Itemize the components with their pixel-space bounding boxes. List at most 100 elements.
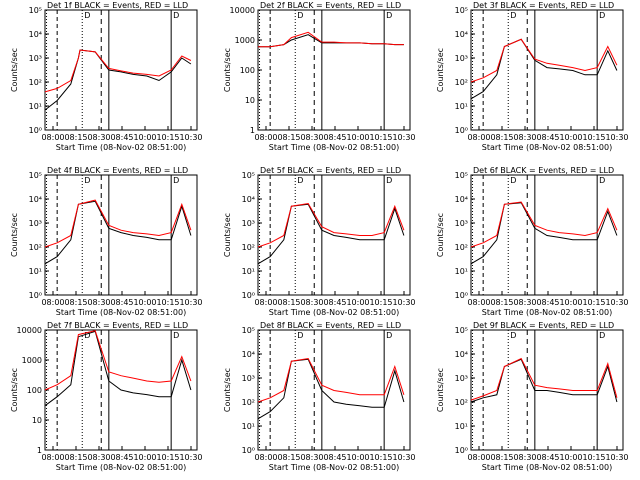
x-tick-label: 08:30 — [87, 298, 110, 307]
y-tick-label: 10⁵ — [29, 6, 42, 15]
y-tick-label: 10² — [29, 243, 42, 252]
interval-marker: D — [386, 11, 392, 20]
x-tick-label: 08:15 — [490, 133, 513, 142]
plot-frame — [44, 9, 198, 131]
x-tick-label: 08:30 — [300, 298, 323, 307]
interval-marker: D — [510, 11, 516, 20]
chart-panel-8: Det 8f BLACK = Events, RED = LLD 10⁰ 10¹ 10… — [223, 321, 416, 472]
x-tick-label: 08:45 — [110, 298, 133, 307]
y-tick-label: 1 — [250, 126, 255, 135]
chart-title: Det 5f BLACK = Events, RED = LLD — [260, 166, 401, 175]
plot-frame — [470, 174, 624, 296]
x-tick-label: 10:15 — [369, 453, 392, 462]
y-tick-label: 10⁴ — [455, 195, 468, 204]
chart-panel-9: Det 9f BLACK = Events, RED = LLD 10⁰ 10¹ 10… — [436, 321, 629, 472]
x-axis-label: Start Time (08-Nov-02 08:51:00) — [56, 463, 186, 472]
interval-marker: D — [386, 331, 392, 340]
series-events-line — [257, 358, 405, 420]
y-tick-label: 10⁰ — [455, 126, 468, 135]
x-tick-label: 08:45 — [323, 453, 346, 462]
series-events-line — [44, 49, 192, 111]
x-tick-label: 08:00 — [41, 133, 64, 142]
interval-marker: D — [173, 176, 179, 185]
x-tick-label: 10:15 — [156, 298, 179, 307]
chart-title: Det 6f BLACK = Events, RED = LLD — [473, 166, 614, 175]
chart-panel-5: Det 5f BLACK = Events, RED = LLD 10⁰ 10¹ 10… — [223, 166, 416, 317]
x-tick-label: 10:30 — [179, 133, 202, 142]
plot-frame — [257, 174, 411, 296]
x-tick-label: 08:15 — [490, 453, 513, 462]
y-tick-label: 10⁵ — [455, 326, 468, 335]
x-tick-label: 10:30 — [605, 453, 628, 462]
series-events-line — [257, 203, 405, 265]
chart-panel-3: Det 3f BLACK = Events, RED = LLD 10⁰ 10¹ 10… — [436, 1, 629, 152]
x-tick-label: 08:30 — [87, 133, 110, 142]
y-tick-label: 10³ — [29, 54, 42, 63]
chart-panel-4: Det 4f BLACK = Events, RED = LLD 10⁰ 10¹ 10… — [10, 166, 203, 317]
series-lld-line — [44, 199, 192, 248]
x-tick-label: 08:00 — [254, 453, 277, 462]
chart-panel-7: Det 7f BLACK = Events, RED = LLD 1 10 100 10… — [10, 321, 203, 472]
x-tick-label: 08:45 — [110, 133, 133, 142]
y-tick-label: 10⁵ — [242, 326, 255, 335]
y-tick-label: 10² — [242, 398, 255, 407]
y-tick-label: 10¹ — [455, 102, 468, 111]
x-tick-label: 10:30 — [179, 453, 202, 462]
y-tick-label: 10¹ — [242, 422, 255, 431]
y-axis-label: Counts/sec — [223, 48, 232, 92]
series-lld-line — [257, 202, 405, 248]
x-tick-label: 08:45 — [323, 133, 346, 142]
x-tick-label: 10:00 — [559, 133, 582, 142]
y-tick-label: 10¹ — [242, 267, 255, 276]
x-tick-label: 08:15 — [64, 133, 87, 142]
y-axis-label: Counts/sec — [436, 48, 445, 92]
chart-panel-2: Det 2f BLACK = Events, RED = LLD 1 10 100 10… — [223, 1, 416, 152]
x-tick-label: 08:00 — [467, 298, 490, 307]
x-tick-label: 10:00 — [346, 133, 369, 142]
y-tick-label: 10² — [455, 398, 468, 407]
x-tick-label: 08:30 — [513, 453, 536, 462]
interval-marker: D — [84, 176, 90, 185]
y-tick-label: 10³ — [242, 374, 255, 383]
y-tick-label: 10² — [455, 243, 468, 252]
x-tick-label: 08:45 — [536, 453, 559, 462]
y-axis-label: Counts/sec — [223, 213, 232, 257]
chart-panel-6: Det 6f BLACK = Events, RED = LLD 10⁰ 10¹ 10… — [436, 166, 629, 317]
x-axis-label: Start Time (08-Nov-02 08:51:00) — [269, 143, 399, 152]
plot-frame — [470, 329, 624, 451]
x-tick-label: 08:00 — [467, 133, 490, 142]
chart-title: Det 1f BLACK = Events, RED = LLD — [47, 1, 188, 10]
x-tick-label: 08:15 — [277, 133, 300, 142]
y-tick-label: 10⁵ — [29, 171, 42, 180]
y-axis-label: Counts/sec — [223, 368, 232, 412]
x-tick-label: 10:00 — [133, 298, 156, 307]
chart-title: Det 8f BLACK = Events, RED = LLD — [260, 321, 401, 330]
series-lld-line — [257, 357, 405, 403]
x-tick-label: 08:00 — [254, 133, 277, 142]
y-axis-label: Counts/sec — [10, 48, 19, 92]
chart-title: Det 2f BLACK = Events, RED = LLD — [260, 1, 401, 10]
x-tick-label: 08:00 — [467, 453, 490, 462]
y-tick-label: 10000 — [230, 6, 255, 15]
x-tick-label: 08:30 — [87, 453, 110, 462]
x-tick-label: 08:45 — [110, 453, 133, 462]
x-tick-label: 10:15 — [369, 298, 392, 307]
plot-frame — [470, 9, 624, 131]
series-events-line — [44, 330, 192, 407]
x-tick-label: 10:30 — [605, 133, 628, 142]
x-tick-label: 08:15 — [64, 453, 87, 462]
series-events-line — [44, 200, 192, 265]
x-tick-label: 10:00 — [346, 453, 369, 462]
series-events-line — [470, 202, 618, 265]
y-tick-label: 10³ — [242, 219, 255, 228]
y-tick-label: 100 — [27, 386, 42, 395]
series-events-line — [470, 358, 618, 403]
x-tick-label: 08:45 — [536, 298, 559, 307]
x-tick-label: 08:30 — [513, 133, 536, 142]
series-lld-line — [470, 357, 618, 401]
chart-title: Det 9f BLACK = Events, RED = LLD — [473, 321, 614, 330]
x-tick-label: 08:00 — [254, 298, 277, 307]
interval-marker: D — [599, 176, 605, 185]
series-events-line — [470, 38, 618, 100]
plot-frame — [257, 329, 411, 451]
